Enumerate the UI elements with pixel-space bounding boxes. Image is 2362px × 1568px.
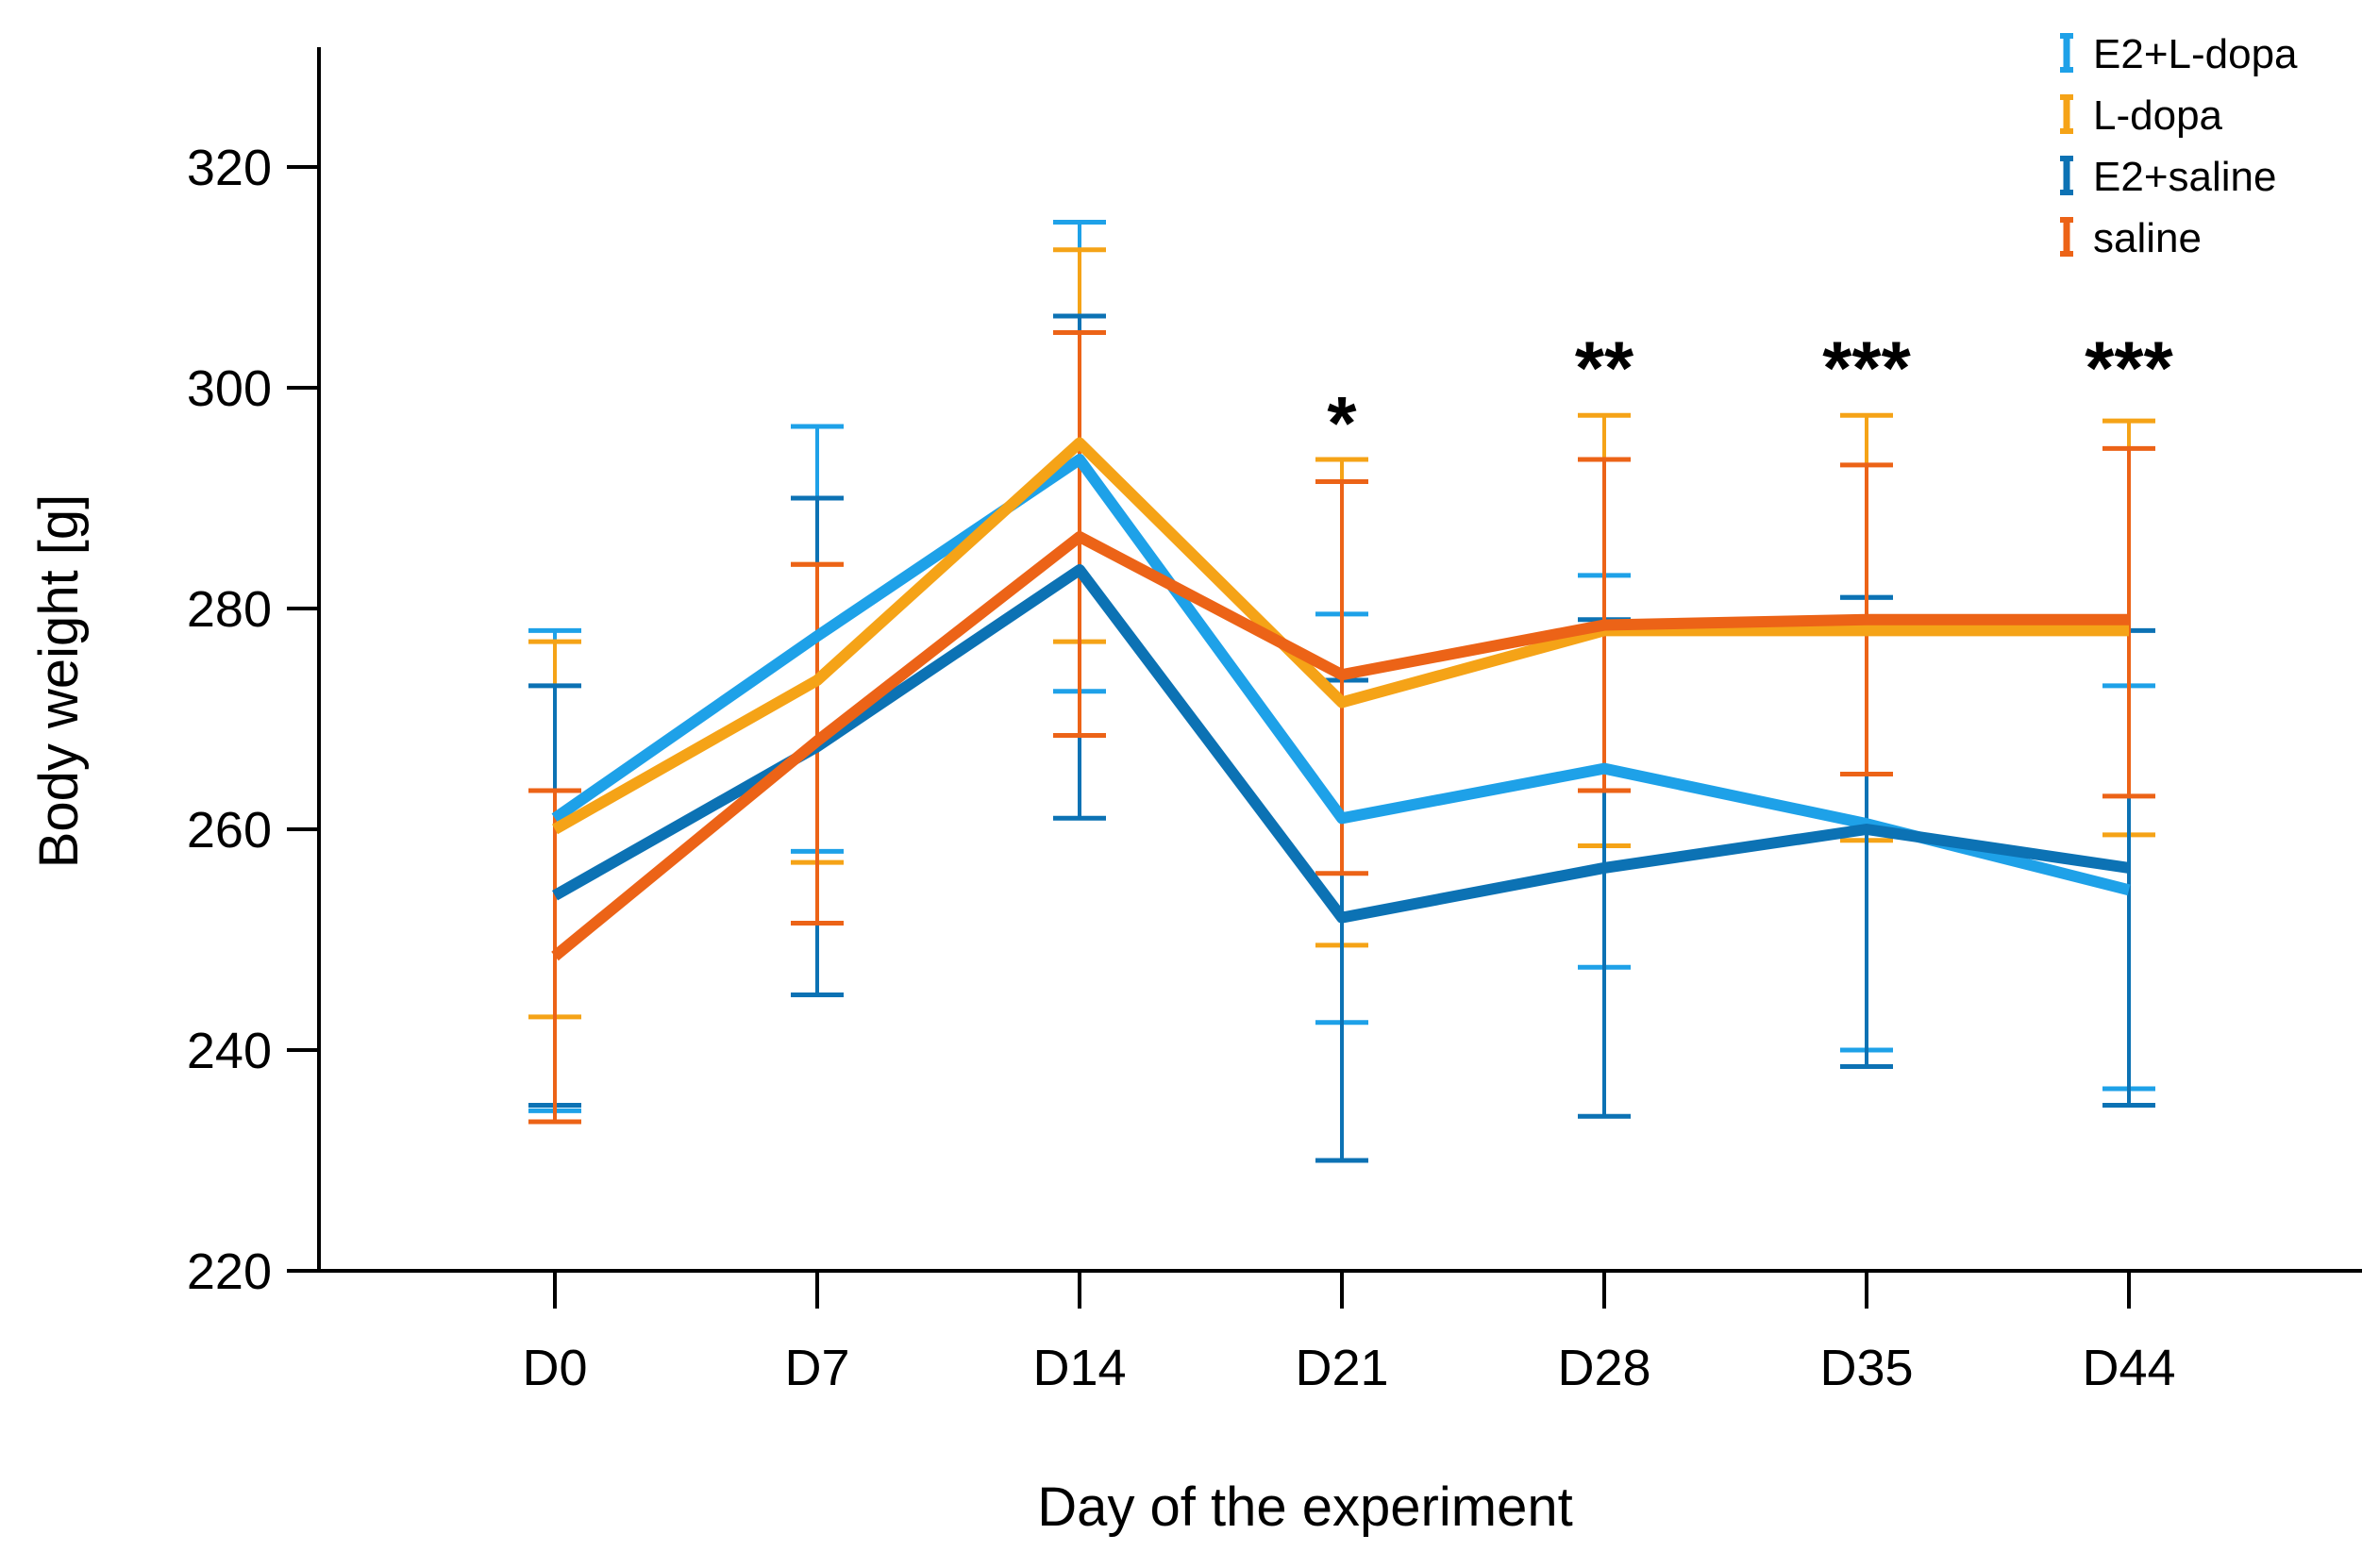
x-axis-title: Day of the experiment	[1037, 1476, 1572, 1538]
x-tick-label: D7	[784, 1340, 849, 1396]
legend-label: E2+L-dopa	[2093, 31, 2298, 77]
error-bars	[528, 220, 2155, 1163]
annotations: *** *** ***	[1327, 326, 2173, 466]
legend-item: saline	[2060, 215, 2202, 261]
x-tick-label: D44	[2082, 1340, 2175, 1396]
ticks: 220 240 260 280 300 320 D0 D7 D14 D21 D28 D35 D44	[187, 140, 2176, 1396]
legend-label: E2+saline	[2093, 154, 2276, 200]
significance-marker: ***	[1822, 326, 1911, 410]
significance-marker: ***	[2085, 326, 2173, 410]
series-line-saline	[551, 530, 2129, 961]
x-tick-label: D21	[1295, 1340, 1388, 1396]
significance-marker: *	[1327, 381, 1357, 465]
y-tick-label: 300	[187, 360, 272, 417]
axes	[317, 47, 2362, 1273]
legend-item: L-dopa	[2060, 92, 2223, 139]
y-tick-label: 260	[187, 802, 272, 859]
legend-item: E2+L-dopa	[2060, 31, 2298, 77]
y-axis-title: Body weight [g]	[28, 494, 90, 869]
legend-label: L-dopa	[2093, 92, 2223, 139]
legend: E2+L-dopa L-dopa E2+saline saline	[2060, 31, 2298, 261]
significance-marker: **	[1575, 326, 1634, 410]
y-tick-label: 220	[187, 1243, 272, 1300]
y-tick-label: 320	[187, 140, 272, 196]
series-lines	[551, 437, 2131, 961]
y-tick-label: 240	[187, 1023, 272, 1079]
series-layer	[528, 220, 2155, 1163]
legend-label: saline	[2093, 215, 2202, 261]
x-tick-label: D28	[1557, 1340, 1650, 1396]
series-line-l-dopa	[552, 437, 2129, 835]
x-tick-label: D35	[1819, 1340, 1913, 1396]
legend-item: E2+saline	[2060, 154, 2276, 200]
y-tick-label: 280	[187, 581, 272, 638]
x-tick-label: D14	[1032, 1340, 1126, 1396]
x-tick-label: D0	[522, 1340, 587, 1396]
